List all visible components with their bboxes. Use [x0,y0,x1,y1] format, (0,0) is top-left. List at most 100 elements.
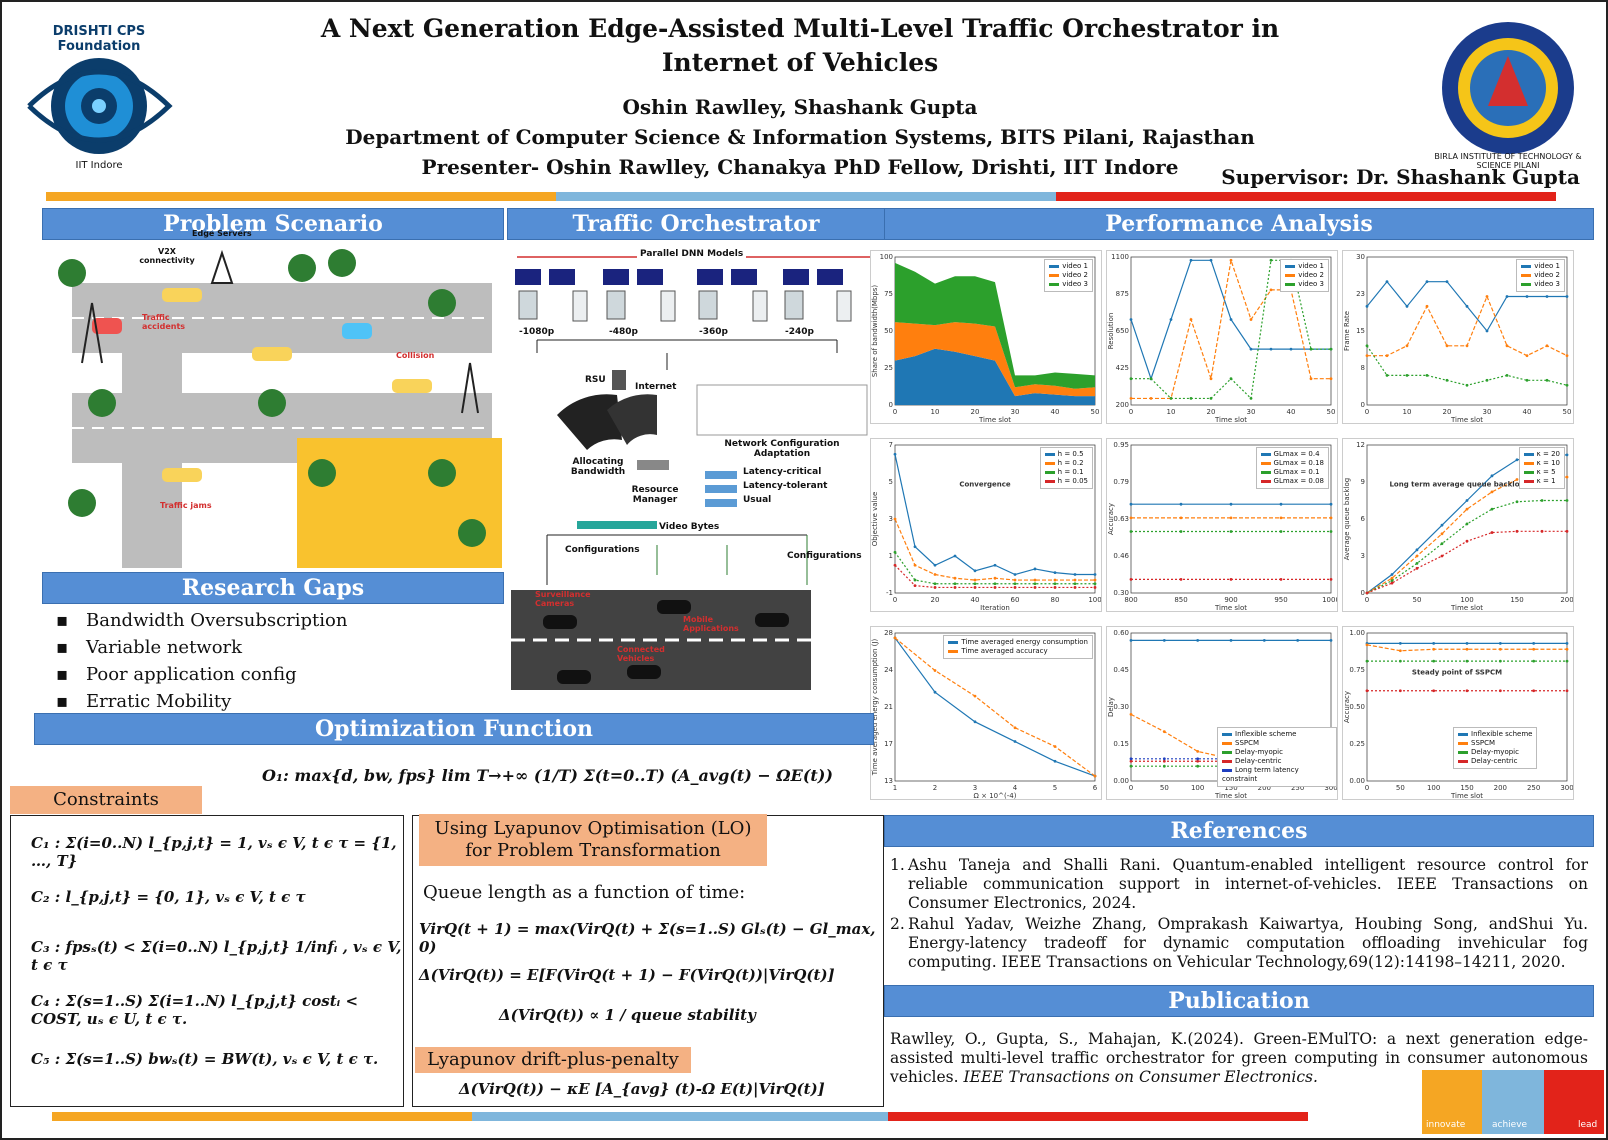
x-tick-label: 30 [1011,408,1020,416]
y-tick-label: 24 [884,666,893,674]
author-block: Oshin Rawlley, Shashank Gupta Department… [250,92,1350,182]
x-tick-label: 6 [1093,784,1098,792]
y-tick-label: 0.00 [1349,777,1365,785]
legend-label: video 2 [1298,271,1324,279]
chart-legend: h = 0.5 h = 0.2 h = 0.1 h = 0.05 [1039,447,1093,489]
x-axis-label: Time slot [1450,792,1483,799]
data-point [1525,378,1529,382]
y-tick-label: 0.25 [1349,740,1365,748]
legend-entry: GLmax = 0.18 [1260,459,1324,468]
queue-text: Queue length as a function of time: [423,882,746,903]
legend-swatch [1523,479,1534,483]
collision-label: Collision [396,351,435,360]
data-point [1129,377,1133,381]
legend-label: SSPCM [1235,739,1260,747]
x-tick-label: 250 [1527,784,1540,792]
data-point [1398,689,1402,693]
data-point [1515,458,1519,462]
title-line-1: A Next Generation Edge-Assisted Multi-Le… [320,14,1280,43]
legend-entry: video 2 [1285,271,1324,280]
v2x-label: V2X connectivity [139,247,195,265]
data-point [913,578,917,582]
data-point [1013,578,1017,582]
data-point [1329,577,1333,581]
data-point [1385,374,1389,377]
data-point [1565,529,1569,533]
data-point [1162,639,1166,642]
data-point [1532,641,1536,645]
data-point [1405,304,1409,308]
data-point [1329,516,1333,520]
data-point [1169,397,1173,400]
chart-1: 0 10 20 30 40 50 0 25 50 75 100 Time slot Share of b… [870,250,1102,424]
data-point [1073,586,1077,589]
data-point [1093,586,1097,589]
chart-legend: GLmax = 0.4 GLmax = 0.18 GLmax = 0.1 GLmax … [1255,447,1329,489]
data-point [1329,639,1333,642]
bottom-stripe-orange [52,1112,472,1121]
legend-label: SSPCM [1471,739,1496,747]
chart-2: 0 10 20 30 40 50 200 425 650 875 1100 Time slot Reso… [1106,250,1338,424]
legend-entry: κ = 20 [1523,450,1560,459]
chart-8: 0 50 100 150 200 250 300 0.00 0.15 0.30 0.45 0.60 Ti… [1106,626,1338,800]
data-point [1465,522,1469,526]
data-point [1169,318,1173,321]
y-tick-label: -1 [886,589,893,597]
data-point [1398,649,1402,653]
data-point [1073,573,1077,576]
data-point [1485,295,1489,298]
legend-label: GLmax = 0.18 [1273,459,1324,467]
data-point [993,576,997,580]
data-point [1565,499,1569,502]
x-tick-label: 150 [1224,784,1237,792]
data-point [913,545,917,549]
x-tick-label: 10 [931,408,940,416]
data-point [1229,639,1233,642]
data-point [1415,554,1419,558]
data-point [1229,377,1233,381]
legend-label: Delay-centric [1235,757,1282,765]
y-tick-label: 9 [1361,478,1365,486]
vehicles-label: Connected Vehicles [617,645,665,663]
data-point [1053,578,1057,582]
data-point [1013,573,1017,576]
reference-item: 2. Rahul Yadav, Weizhe Zhang, Omprakash K… [890,915,1588,971]
legend-label: h = 0.05 [1057,477,1088,485]
x-tick-label: 40 [971,596,980,604]
data-point [1440,523,1444,527]
y-tick-label: 1100 [1111,253,1129,261]
data-point [1162,764,1166,768]
data-point [1490,531,1494,534]
data-point [1229,318,1233,321]
data-point [1465,499,1469,502]
data-point [1053,745,1057,748]
y-tick-label: 0.46 [1113,552,1129,560]
data-point [1415,548,1419,552]
data-point [1179,516,1183,520]
data-point [933,563,937,567]
data-point [1540,529,1544,533]
data-point [1053,582,1057,586]
data-point [1365,643,1369,647]
data-point [893,452,897,456]
x-tick-label: 5 [1053,784,1057,792]
objective-function: O₁: max{d, bw, fps} lim T→+∞ (1/T) Σ(t=0… [262,766,833,785]
chart-annotation: Convergence [959,480,1011,488]
class-latency-critical: Latency-critical [743,467,822,477]
data-point [1390,581,1394,585]
netconf-label: Network Configuration Adaptation [724,439,840,459]
data-point [1425,374,1429,377]
y-axis-label: Share of bandwidth(Mbps) [871,285,879,378]
legend-swatch [1044,461,1055,465]
legend-swatch [1049,282,1060,286]
constraint-c1: C₁ : Σ(i=0..N) l_{p,j,t} = 1, vₛ ϵ V, t … [31,834,397,870]
legend-label: GLmax = 0.08 [1273,477,1324,485]
data-point [1405,374,1409,377]
data-point [1179,577,1183,581]
legend-label: Delay-centric [1471,757,1518,765]
x-tick-label: 150 [1460,784,1473,792]
legend-swatch [1044,452,1055,456]
data-point [953,582,957,586]
y-tick-label: 0.79 [1113,478,1129,486]
